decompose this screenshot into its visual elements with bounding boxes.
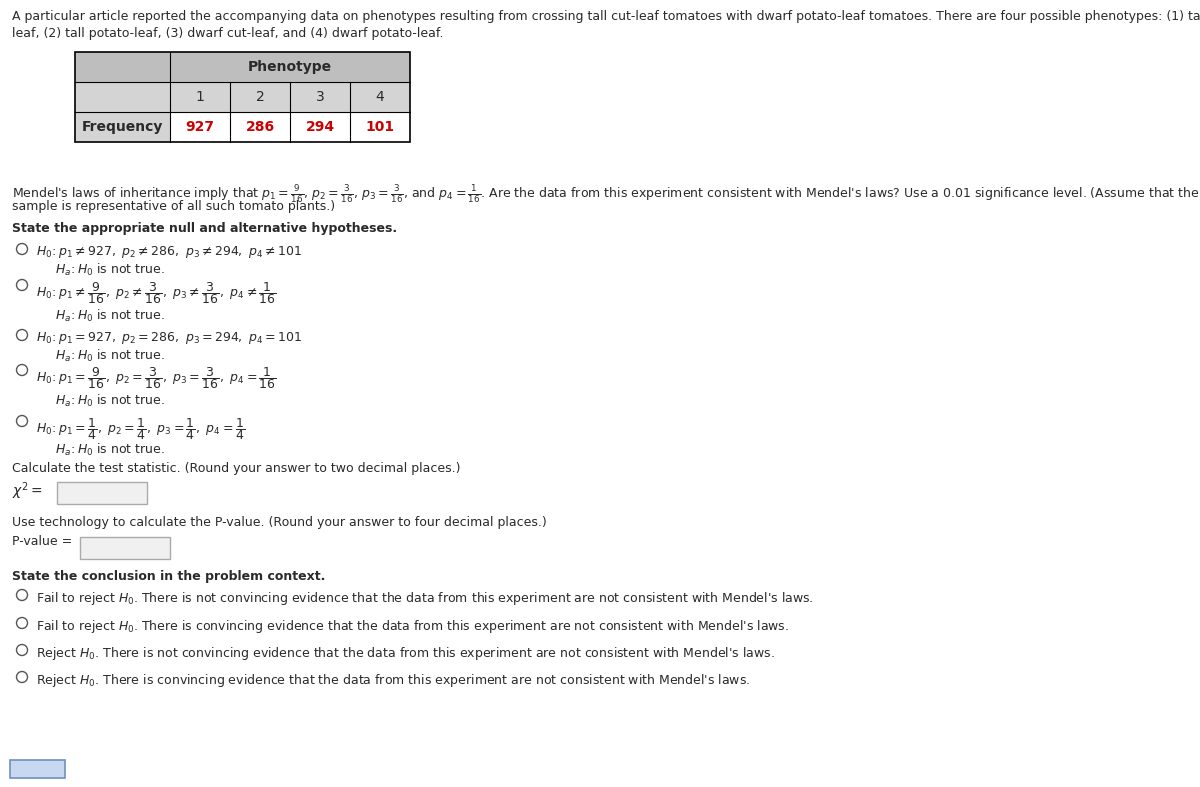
Text: $H_a\!: H_0$ is not true.: $H_a\!: H_0$ is not true. xyxy=(55,348,166,364)
Bar xyxy=(80,537,170,559)
Circle shape xyxy=(17,671,28,682)
Text: $\chi^2 =$: $\chi^2 =$ xyxy=(12,480,43,501)
Text: leaf, (2) tall potato-leaf, (3) dwarf cut-leaf, and (4) dwarf potato-leaf.: leaf, (2) tall potato-leaf, (3) dwarf cu… xyxy=(12,27,444,40)
Circle shape xyxy=(17,645,28,656)
Bar xyxy=(10,760,65,778)
Bar xyxy=(74,82,170,112)
Bar xyxy=(74,52,410,142)
Text: Fail to reject $H_0$. There is not convincing evidence that the data from this e: Fail to reject $H_0$. There is not convi… xyxy=(36,590,814,607)
Circle shape xyxy=(17,416,28,427)
Text: 286: 286 xyxy=(246,120,275,134)
Text: $H_a\!: H_0$ is not true.: $H_a\!: H_0$ is not true. xyxy=(55,308,166,324)
Bar xyxy=(170,52,410,82)
Bar xyxy=(170,112,230,142)
Circle shape xyxy=(17,330,28,341)
Bar xyxy=(350,112,410,142)
Text: $H_0\!: p_1 \neq 927,\ p_2 \neq 286,\ p_3 \neq 294,\ p_4 \neq 101$: $H_0\!: p_1 \neq 927,\ p_2 \neq 286,\ p_… xyxy=(36,244,302,260)
Text: Calculate the test statistic. (Round your answer to two decimal places.): Calculate the test statistic. (Round you… xyxy=(12,462,461,475)
Text: sample is representative of all such tomato plants.): sample is representative of all such tom… xyxy=(12,200,335,213)
Text: 2: 2 xyxy=(256,90,264,104)
Text: A particular article reported the accompanying data on phenotypes resulting from: A particular article reported the accomp… xyxy=(12,10,1200,23)
Text: Frequency: Frequency xyxy=(82,120,163,134)
Text: $H_0\!: p_1 \neq \dfrac{9}{16},\ p_2 \neq \dfrac{3}{16},\ p_3 \neq \dfrac{3}{16}: $H_0\!: p_1 \neq \dfrac{9}{16},\ p_2 \ne… xyxy=(36,280,277,306)
Bar xyxy=(58,482,148,504)
Circle shape xyxy=(17,243,28,254)
Bar xyxy=(290,112,350,142)
Circle shape xyxy=(17,618,28,629)
Text: 3: 3 xyxy=(316,90,324,104)
Text: Phenotype: Phenotype xyxy=(248,60,332,74)
Bar xyxy=(350,82,410,112)
Text: State the appropriate null and alternative hypotheses.: State the appropriate null and alternati… xyxy=(12,222,397,235)
Circle shape xyxy=(17,279,28,290)
Circle shape xyxy=(17,589,28,600)
Text: Reject $H_0$. There is convincing evidence that the data from this experiment ar: Reject $H_0$. There is convincing eviden… xyxy=(36,672,750,689)
Text: Reject $H_0$. There is not convincing evidence that the data from this experimen: Reject $H_0$. There is not convincing ev… xyxy=(36,645,775,662)
Text: Mendel's laws of inheritance imply that $p_1 = \frac{9}{16}$, $p_2 = \frac{3}{16: Mendel's laws of inheritance imply that … xyxy=(12,183,1200,205)
Text: $H_0\!: p_1 = \dfrac{1}{4},\ p_2 = \dfrac{1}{4},\ p_3 = \dfrac{1}{4},\ p_4 = \df: $H_0\!: p_1 = \dfrac{1}{4},\ p_2 = \dfra… xyxy=(36,416,245,442)
Text: $H_0\!: p_1 = 927,\ p_2 = 286,\ p_3 = 294,\ p_4 = 101$: $H_0\!: p_1 = 927,\ p_2 = 286,\ p_3 = 29… xyxy=(36,330,302,346)
Bar xyxy=(170,82,230,112)
Text: 1: 1 xyxy=(196,90,204,104)
Bar xyxy=(230,112,290,142)
Text: Use technology to calculate the P-value. (Round your answer to four decimal plac: Use technology to calculate the P-value.… xyxy=(12,516,547,529)
Text: 294: 294 xyxy=(306,120,335,134)
Circle shape xyxy=(17,364,28,375)
Bar xyxy=(74,112,170,142)
Text: 4: 4 xyxy=(376,90,384,104)
Text: P-value =: P-value = xyxy=(12,535,72,548)
Bar xyxy=(290,82,350,112)
Text: State the conclusion in the problem context.: State the conclusion in the problem cont… xyxy=(12,570,325,583)
Bar xyxy=(74,52,170,82)
Text: $H_0\!: p_1 = \dfrac{9}{16},\ p_2 = \dfrac{3}{16},\ p_3 = \dfrac{3}{16},\ p_4 = : $H_0\!: p_1 = \dfrac{9}{16},\ p_2 = \dfr… xyxy=(36,365,277,391)
Text: Fail to reject $H_0$. There is convincing evidence that the data from this exper: Fail to reject $H_0$. There is convincin… xyxy=(36,618,790,635)
Bar xyxy=(230,82,290,112)
Text: $H_a\!: H_0$ is not true.: $H_a\!: H_0$ is not true. xyxy=(55,393,166,409)
Text: 927: 927 xyxy=(186,120,215,134)
Text: 101: 101 xyxy=(366,120,395,134)
Text: $H_a\!: H_0$ is not true.: $H_a\!: H_0$ is not true. xyxy=(55,442,166,458)
Text: $H_a\!: H_0$ is not true.: $H_a\!: H_0$ is not true. xyxy=(55,262,166,278)
